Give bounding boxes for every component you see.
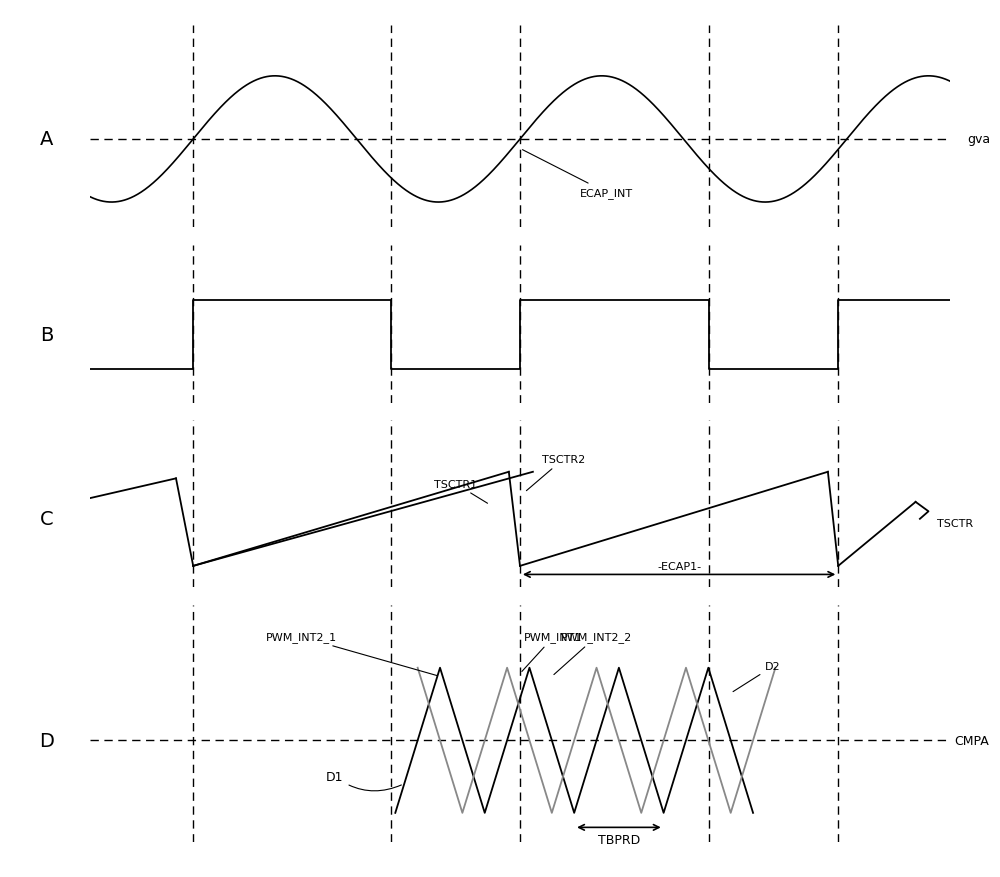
- Text: PWM_INT2_1: PWM_INT2_1: [266, 631, 437, 676]
- Text: TSCTR: TSCTR: [937, 518, 973, 529]
- Text: TSCTR2: TSCTR2: [526, 454, 585, 491]
- Text: TBPRD: TBPRD: [598, 833, 640, 846]
- Text: D1: D1: [326, 770, 401, 791]
- Text: CMPA: CMPA: [954, 734, 989, 747]
- Text: gva: gva: [967, 133, 990, 146]
- Text: PWM_INT2_2: PWM_INT2_2: [554, 631, 632, 674]
- Text: PWM_INT1: PWM_INT1: [522, 631, 583, 672]
- Text: D2: D2: [733, 661, 781, 692]
- Text: -ECAP1-: -ECAP1-: [657, 561, 701, 571]
- Text: ECAP_INT: ECAP_INT: [522, 151, 633, 199]
- Text: TSCTR1: TSCTR1: [434, 479, 488, 503]
- Text: A: A: [40, 131, 54, 149]
- Text: D: D: [40, 731, 54, 750]
- Text: B: B: [40, 325, 54, 345]
- Text: C: C: [40, 510, 54, 529]
